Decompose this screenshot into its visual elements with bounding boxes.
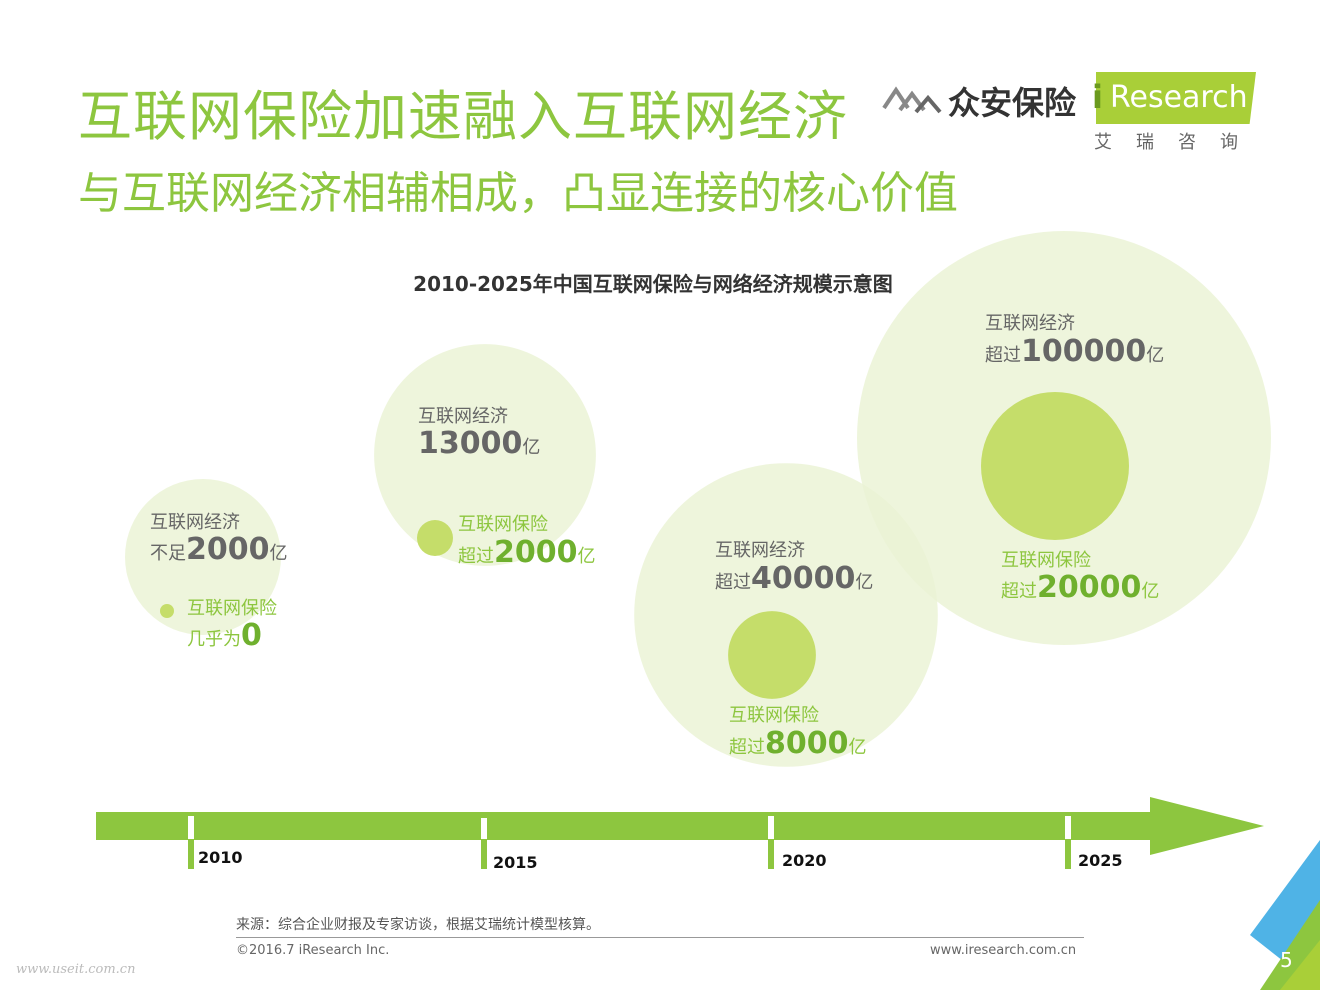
label-insurance-2015: 互联网保险 [458,514,548,535]
iresearch-logo-badge [1096,72,1256,124]
label-economy-2025: 互联网经济 [985,313,1075,334]
value-economy-2010: 不足2000亿 [150,532,288,567]
insurance-bubble-2015 [417,520,453,556]
value-economy-2020: 超过40000亿 [715,561,874,596]
value-insurance-2015: 超过2000亿 [458,535,596,570]
label-insurance-2020: 互联网保险 [729,705,819,726]
value-insurance-2020: 超过8000亿 [729,726,867,761]
corner-decoration [1250,840,1320,990]
timeline-tick-stem-2010 [188,839,194,869]
timeline-arrow [96,797,1264,855]
insurance-bubble-2025 [981,392,1129,540]
page-number: 5 [1280,948,1293,972]
page-title: 互联网保险加速融入互联网经济 [78,85,848,148]
year-label-2025: 2025 [1078,851,1123,870]
year-label-2010: 2010 [198,848,243,867]
value-insurance-2025: 超过20000亿 [1001,570,1160,605]
label-insurance-2010: 互联网保险 [187,598,277,619]
insurance-bubble-2010 [160,604,174,618]
iresearch-logo-cn: 艾瑞咨询 [1094,132,1262,153]
label-economy-2015: 互联网经济 [418,406,508,427]
value-economy-2015: 13000亿 [418,426,541,461]
watermark: www.useit.com.cn [16,962,136,977]
label-economy-2020: 互联网经济 [715,540,805,561]
value-insurance-2010: 几乎为0 [187,618,262,653]
timeline-tick-stem-2025 [1065,839,1071,869]
timeline-tick-2025 [1065,816,1071,839]
zhongan-logo-icon [882,86,942,114]
year-label-2015: 2015 [493,853,538,872]
timeline-tick-2010 [188,816,194,839]
value-economy-2025: 超过100000亿 [985,334,1165,369]
economy-bubble-2010 [125,479,281,635]
economy-bubble-2015 [374,344,596,566]
timeline-tick-2015 [481,818,487,841]
page-subtitle: 与互联网经济相辅相成，凸显连接的核心价值 [78,168,958,219]
source-note: 来源：综合企业财报及专家访谈，根据艾瑞统计模型核算。 [236,917,600,933]
label-insurance-2025: 互联网保险 [1001,550,1091,571]
chart-title: 2010-2025年中国互联网保险与网络经济规模示意图 [413,272,893,296]
timeline-tick-stem-2020 [768,839,774,869]
timeline-tick-stem-2015 [481,839,487,869]
iresearch-logo-i: i [1092,78,1103,116]
insurance-bubble-2020 [728,611,816,699]
label-economy-2010: 互联网经济 [150,512,240,533]
timeline-tick-2020 [768,816,774,839]
iresearch-logo-text: Research [1110,80,1248,115]
zhongan-logo-text: 众安保险 [948,84,1077,122]
footer-divider [236,937,1084,938]
website-link[interactable]: www.iresearch.com.cn [930,943,1077,958]
copyright: ©2016.7 iResearch Inc. [236,943,390,958]
year-label-2020: 2020 [782,851,827,870]
